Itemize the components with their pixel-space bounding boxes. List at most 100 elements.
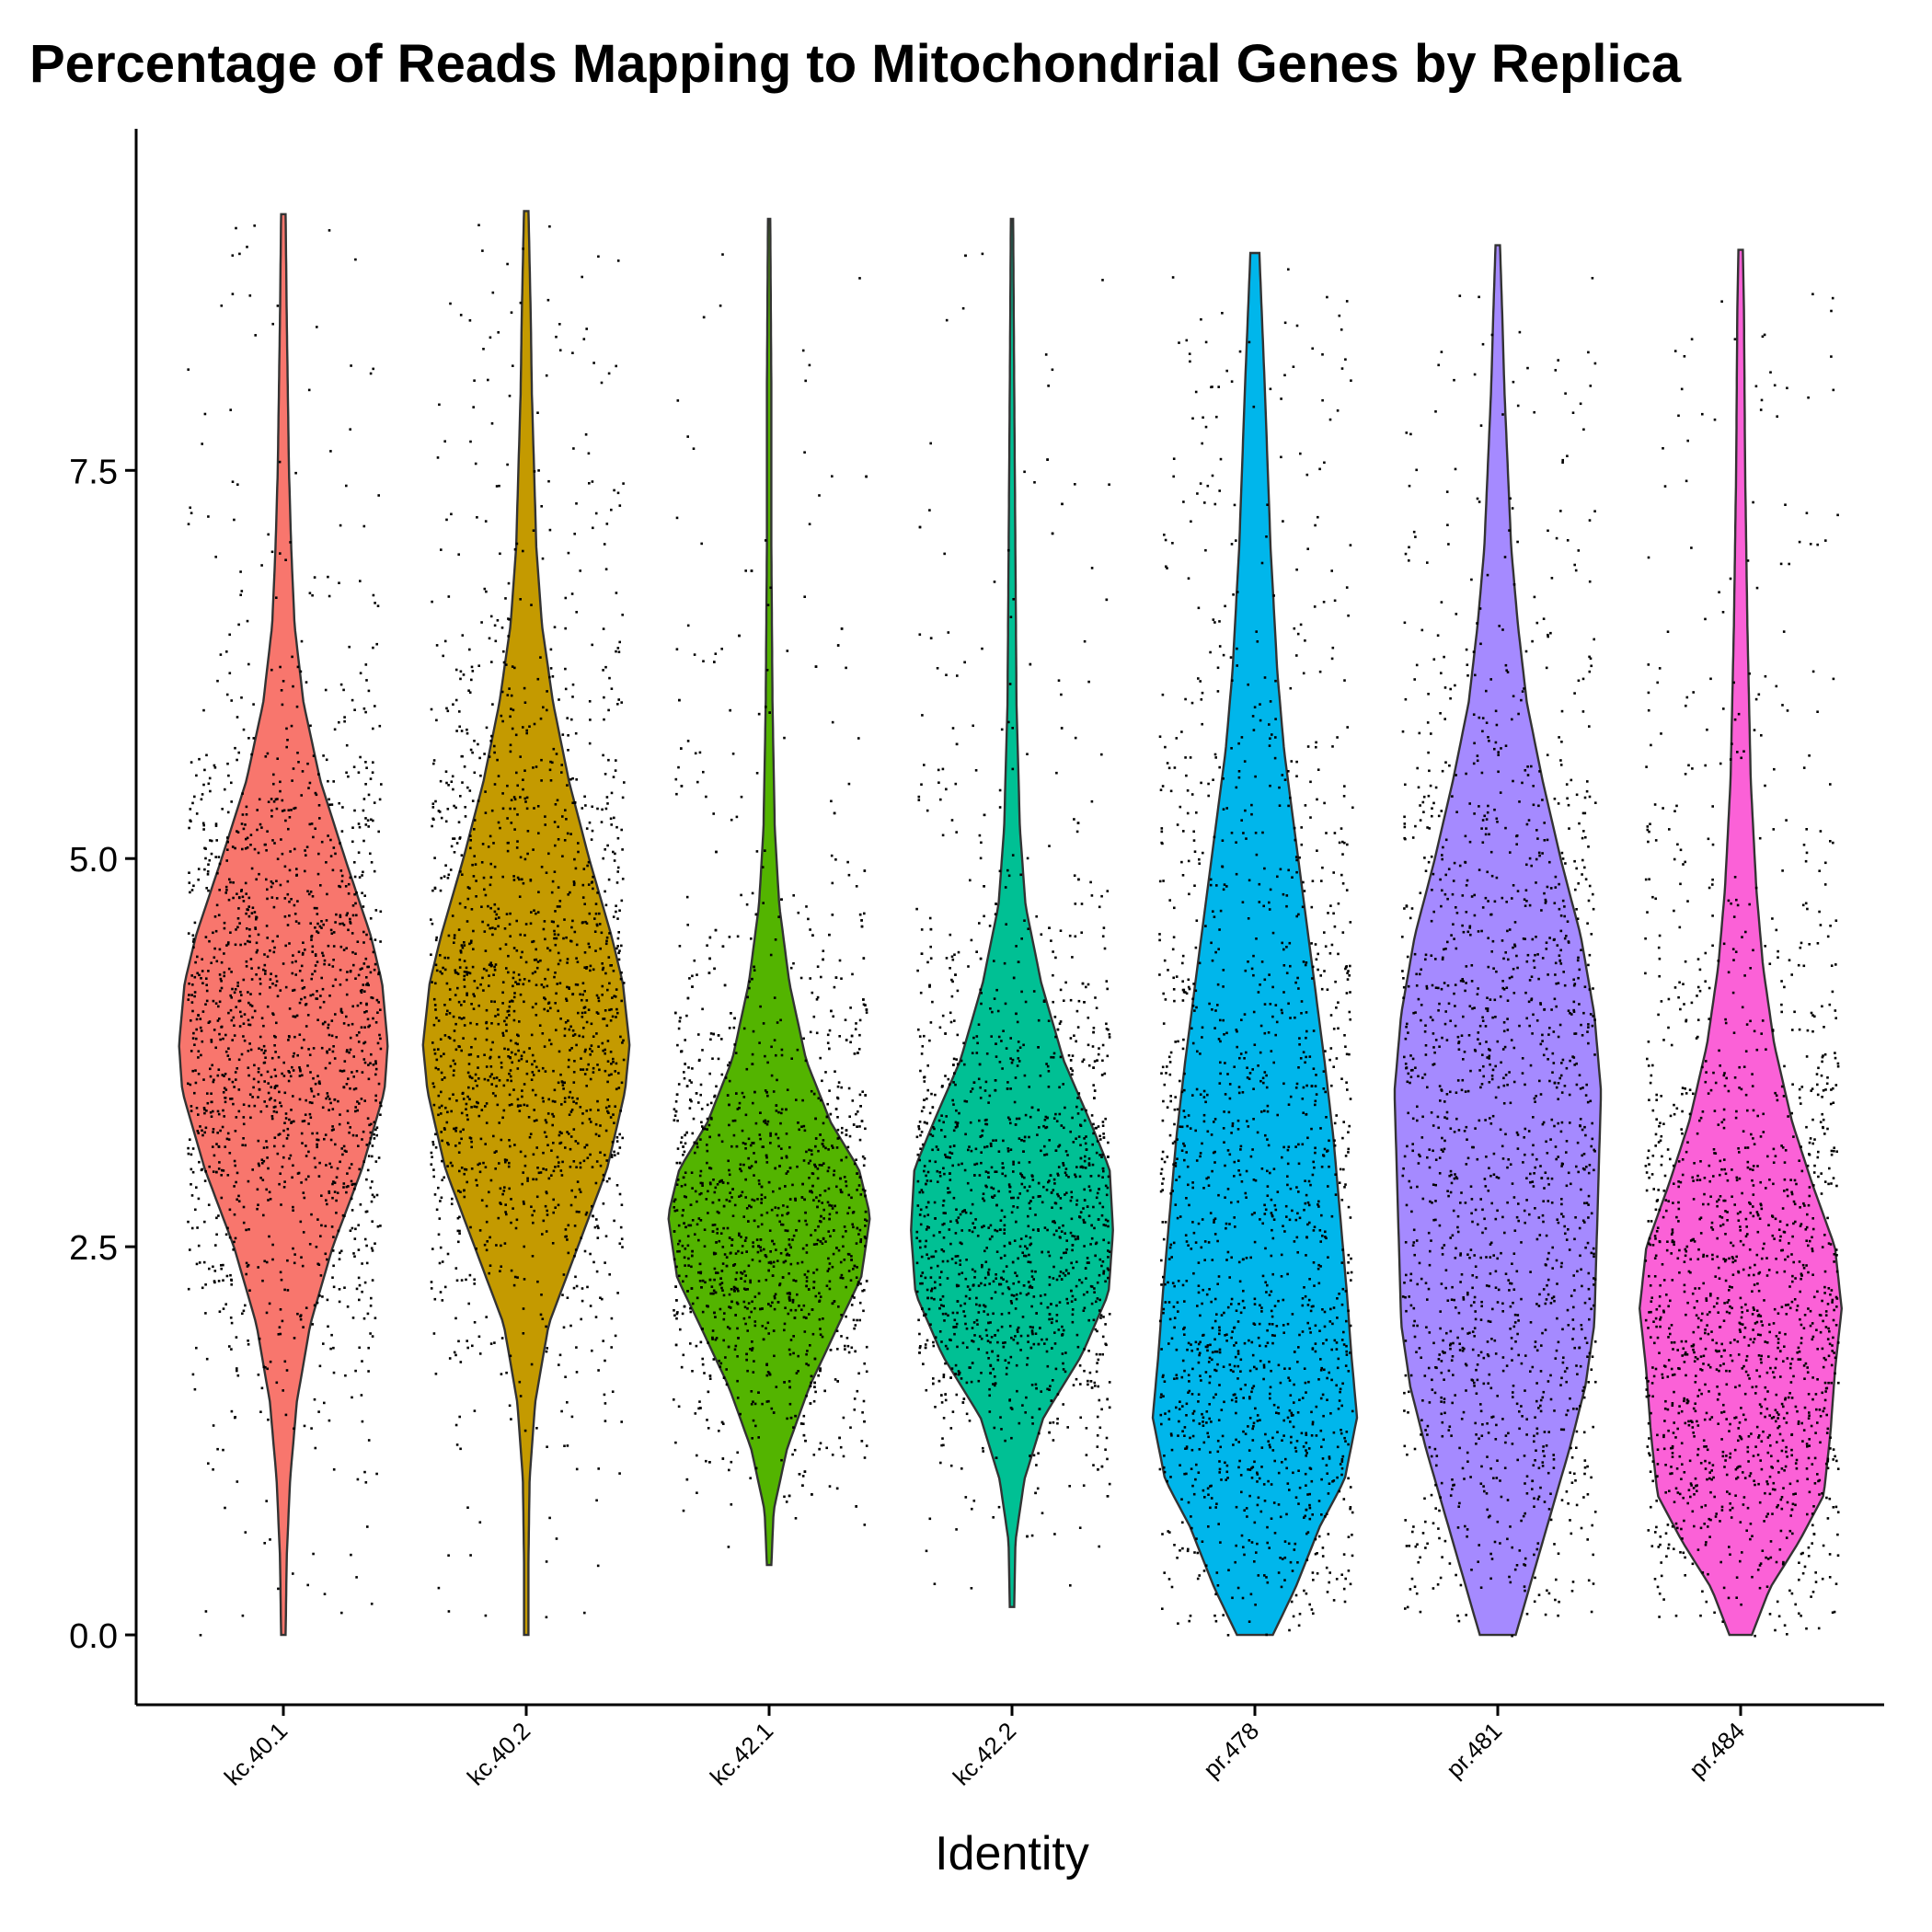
data-point [812, 1454, 816, 1456]
data-point [775, 1133, 777, 1136]
data-point [722, 1294, 726, 1297]
data-point [361, 1071, 364, 1074]
data-point [570, 718, 573, 721]
data-point [466, 973, 468, 976]
data-point [316, 1143, 318, 1146]
data-point [535, 912, 537, 915]
data-point [732, 1133, 736, 1137]
data-point [576, 1180, 580, 1183]
data-point [210, 1115, 213, 1118]
data-point [467, 1302, 470, 1305]
data-point [598, 1068, 601, 1072]
data-point [523, 1000, 525, 1004]
data-point [379, 1047, 383, 1051]
data-point [212, 1128, 215, 1131]
data-point [572, 1160, 576, 1163]
data-point [711, 1336, 714, 1340]
data-point [1000, 1040, 1003, 1042]
data-point [545, 1230, 548, 1233]
data-point [569, 777, 572, 781]
data-point [453, 804, 455, 808]
data-point [551, 1099, 555, 1103]
data-point [734, 1278, 738, 1281]
data-point [214, 856, 217, 858]
data-point [432, 1168, 435, 1171]
data-point [584, 1213, 588, 1216]
data-point [517, 1049, 520, 1052]
data-point [561, 1294, 564, 1296]
data-point [744, 1236, 748, 1239]
data-point [580, 1317, 582, 1321]
data-point [463, 1172, 466, 1176]
data-point [727, 1345, 730, 1349]
data-point [235, 1116, 238, 1119]
data-point [776, 1259, 779, 1262]
data-point [230, 781, 233, 785]
data-point [836, 1116, 839, 1119]
data-point [239, 990, 242, 994]
data-point [227, 1047, 230, 1050]
data-point [469, 440, 472, 443]
data-point [859, 1240, 862, 1244]
data-point [444, 770, 448, 773]
data-point [466, 1095, 469, 1098]
data-point [690, 1287, 694, 1290]
data-point [288, 816, 292, 819]
data-point [535, 1146, 538, 1149]
data-point [257, 1080, 260, 1084]
data-point [350, 1553, 352, 1557]
data-point [530, 1078, 534, 1081]
data-point [860, 1440, 864, 1443]
data-point [505, 663, 508, 666]
data-point [808, 523, 811, 525]
data-point [246, 1265, 249, 1268]
data-point [760, 1202, 763, 1204]
data-point [796, 1048, 799, 1052]
data-point [267, 1091, 270, 1095]
data-point [621, 848, 624, 851]
data-point [362, 809, 365, 812]
data-point [817, 1200, 821, 1202]
data-point [683, 1150, 686, 1154]
data-point [758, 1259, 762, 1263]
data-point [718, 1212, 720, 1214]
data-point [551, 880, 555, 883]
data-point [558, 1142, 561, 1145]
data-point [767, 1303, 770, 1305]
data-point [531, 1071, 535, 1074]
data-point [227, 774, 230, 777]
data-point [673, 1206, 675, 1209]
data-point [468, 887, 471, 890]
data-point [195, 812, 199, 815]
data-point [753, 1320, 757, 1323]
data-point [203, 1108, 206, 1111]
data-point [438, 1106, 441, 1110]
data-point [230, 1018, 234, 1022]
data-point [201, 1286, 204, 1290]
data-point [594, 903, 598, 905]
data-point [207, 782, 211, 786]
data-point [683, 1195, 686, 1198]
data-point [242, 1116, 246, 1119]
data-point [995, 1273, 997, 1276]
data-point [271, 1258, 274, 1261]
data-point [466, 1340, 468, 1342]
data-point [675, 1183, 679, 1186]
data-point [602, 857, 604, 860]
data-point [849, 1006, 852, 1009]
data-point [303, 1196, 306, 1200]
data-point [589, 969, 592, 972]
data-point [374, 909, 378, 912]
data-point [609, 1019, 613, 1022]
data-point [362, 1317, 366, 1320]
data-point [502, 1084, 506, 1087]
data-point [492, 842, 495, 845]
data-point [351, 1022, 354, 1026]
data-point [341, 1213, 345, 1217]
data-point [231, 987, 234, 991]
data-point [467, 971, 470, 974]
data-point [245, 1261, 248, 1265]
data-point [187, 368, 190, 371]
data-point [701, 1363, 705, 1366]
data-point [366, 1312, 370, 1316]
